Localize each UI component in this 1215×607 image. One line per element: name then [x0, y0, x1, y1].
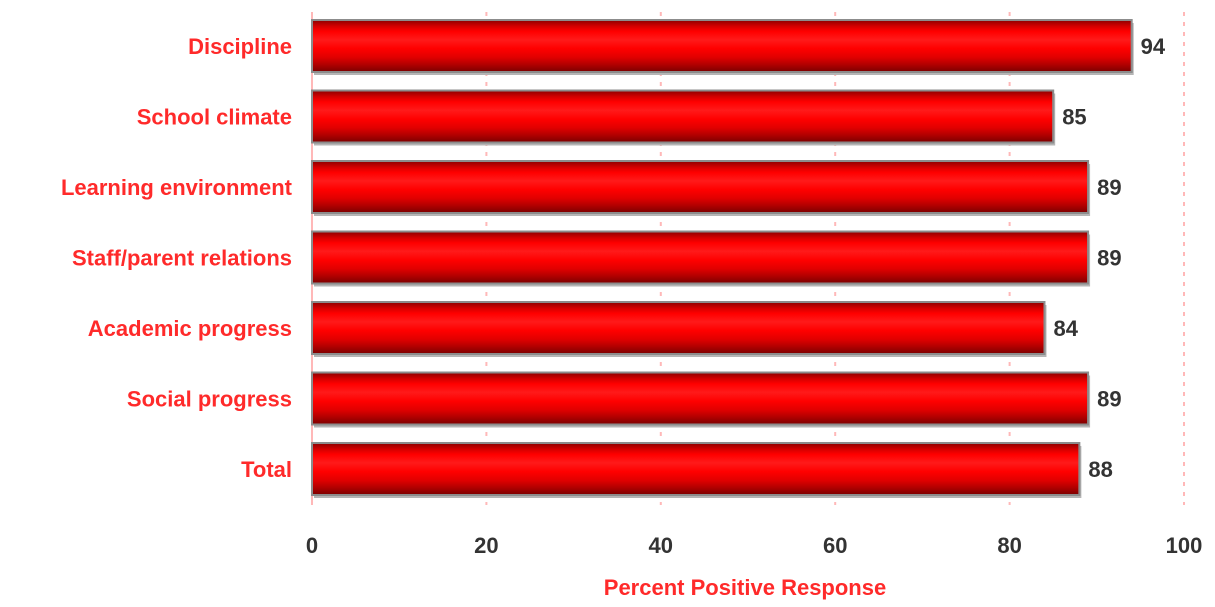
bars	[311, 19, 1134, 498]
category-label: Learning environment	[61, 175, 293, 200]
data-label: 88	[1088, 457, 1112, 482]
bar	[311, 442, 1081, 496]
bar	[311, 160, 1090, 214]
data-label: 89	[1097, 175, 1121, 200]
x-tick-labels: 0 20 40 60 80 100	[306, 533, 1202, 558]
category-labels: Discipline School climate Learning environ…	[61, 34, 293, 482]
bar	[311, 301, 1046, 355]
bar	[311, 371, 1090, 426]
data-label: 89	[1097, 246, 1121, 271]
category-label: School climate	[137, 105, 292, 130]
data-label: 89	[1097, 387, 1121, 412]
x-tick-label: 0	[306, 533, 318, 558]
category-label: Total	[241, 457, 292, 482]
x-tick-label: 100	[1166, 533, 1203, 558]
category-label: Staff/parent relations	[72, 246, 292, 271]
category-label: Discipline	[188, 34, 292, 59]
category-label: Social progress	[127, 387, 292, 412]
x-tick-label: 60	[823, 533, 847, 558]
x-tick-label: 80	[997, 533, 1021, 558]
bar	[311, 19, 1133, 73]
data-label: 84	[1053, 316, 1078, 341]
data-labels: 94 85 89 89 84 89 88	[1053, 34, 1165, 482]
x-tick-label: 40	[649, 533, 673, 558]
category-label: Academic progress	[88, 316, 292, 341]
bar	[311, 89, 1055, 144]
data-label: 85	[1062, 105, 1086, 130]
bar	[311, 230, 1090, 285]
x-tick-label: 20	[474, 533, 498, 558]
data-label: 94	[1141, 34, 1166, 59]
x-axis-title: Percent Positive Response	[604, 575, 886, 600]
